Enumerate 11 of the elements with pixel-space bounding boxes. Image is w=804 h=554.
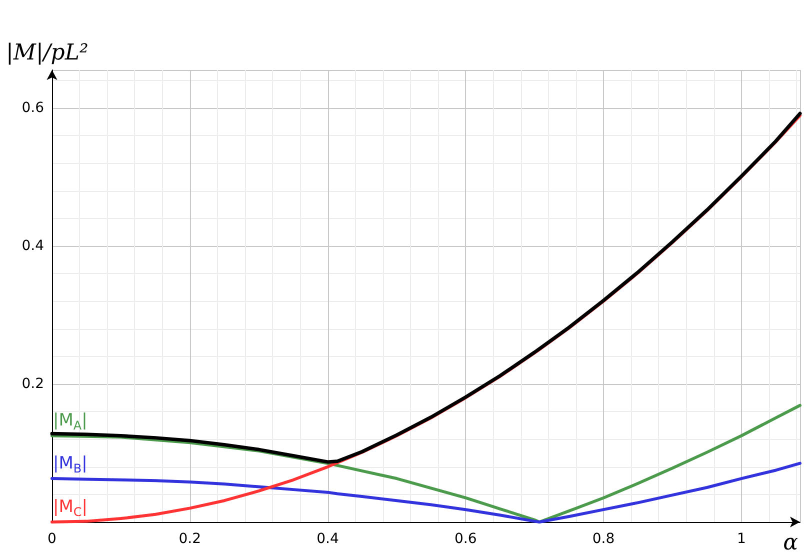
y-tick-label: 0.4 xyxy=(22,238,44,254)
y-axis-title: |M|/pL² xyxy=(6,40,88,66)
x-axis-title: α xyxy=(783,530,798,554)
x-tick-label: 0.8 xyxy=(592,531,615,547)
y-tick-label: 0.6 xyxy=(22,100,44,116)
x-tick-label: 0 xyxy=(48,531,56,547)
x-tick-label: 1 xyxy=(736,531,746,547)
x-tick-label: 0.4 xyxy=(316,531,339,547)
x-tick-label: 0.6 xyxy=(454,531,477,547)
y-tick-label: 0.2 xyxy=(22,376,44,392)
x-tick-label: 0.2 xyxy=(178,531,202,547)
